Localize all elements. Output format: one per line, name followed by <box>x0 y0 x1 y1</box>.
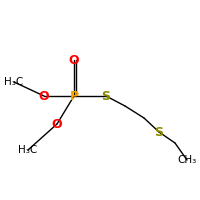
Text: P: P <box>69 90 79 102</box>
Text: S: S <box>102 90 110 102</box>
Text: CH₃: CH₃ <box>177 155 197 165</box>
Text: H₃C: H₃C <box>18 145 38 155</box>
Text: O: O <box>69 53 79 66</box>
Text: H₃C: H₃C <box>4 77 24 87</box>
Text: O: O <box>52 117 62 130</box>
Text: O: O <box>39 90 49 102</box>
Text: S: S <box>154 126 164 138</box>
